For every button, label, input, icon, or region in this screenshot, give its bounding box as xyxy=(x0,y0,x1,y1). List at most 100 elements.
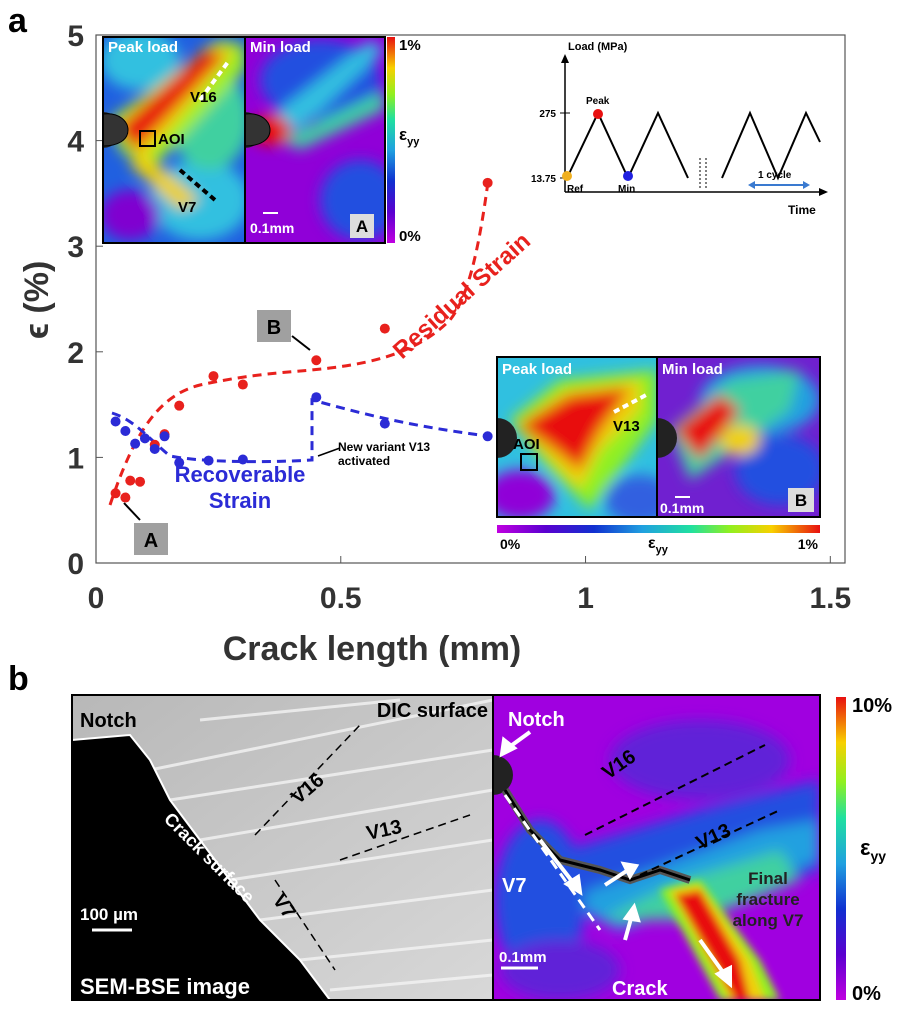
inset-label: AOI xyxy=(513,436,540,453)
image-frame xyxy=(492,694,821,1001)
colorbar-min: 0% xyxy=(852,983,881,1005)
subscript: yy xyxy=(656,544,669,556)
data-point xyxy=(110,416,121,427)
data-point xyxy=(120,492,131,503)
data-point xyxy=(237,379,248,390)
annotation-arrow xyxy=(123,502,141,521)
y-axis-label: ϵ (%) xyxy=(18,261,56,340)
series-label-box: Recoverable Strain xyxy=(174,462,306,513)
schematic-cycle: 1 cycle xyxy=(758,170,792,181)
colorbar xyxy=(836,697,846,1000)
annotation-arrow xyxy=(317,447,341,457)
inset-label: V13 xyxy=(613,418,640,435)
colorbar-min: 0% xyxy=(399,228,421,245)
tag-box xyxy=(788,488,814,512)
inset-title: Peak load xyxy=(108,39,178,56)
inset-frame xyxy=(496,356,821,518)
data-point xyxy=(139,433,150,444)
annotation-arrow xyxy=(291,335,311,351)
sem-image xyxy=(72,695,493,1000)
heatmap xyxy=(497,357,657,517)
load-schematic xyxy=(560,54,828,196)
data-point xyxy=(203,455,214,466)
data-point xyxy=(311,355,322,366)
data-point xyxy=(379,418,390,429)
schematic-y-label: Load (MPa) xyxy=(568,41,628,53)
variant-line xyxy=(178,168,217,202)
data-point xyxy=(130,438,141,449)
schematic-tick: 275 xyxy=(539,109,556,120)
colorbar-max: 1% xyxy=(798,536,819,552)
data-point xyxy=(174,400,185,411)
x-tick-label: 0 xyxy=(88,582,105,615)
tag-box xyxy=(134,523,168,555)
x-axis-label: Crack length (mm) xyxy=(223,630,522,668)
aoi-box xyxy=(139,130,156,147)
heatmap xyxy=(245,37,385,243)
data-point xyxy=(311,392,322,403)
data-point xyxy=(149,443,160,454)
tag-box xyxy=(350,214,374,238)
aoi-box xyxy=(520,453,538,471)
image-caption: SEM-BSE image xyxy=(80,974,250,999)
schematic-point: Peak xyxy=(586,96,610,107)
y-tick-label: 1 xyxy=(67,442,84,475)
y-tick-label: 2 xyxy=(67,337,84,370)
variant-lines xyxy=(254,724,471,971)
variant-line xyxy=(503,794,602,931)
colorbar-label: εyy xyxy=(860,835,886,864)
series-label: Recoverable Strain xyxy=(174,462,306,513)
y-tick-label: 0 xyxy=(67,548,84,581)
series-label: Residual Strain xyxy=(388,227,536,364)
x-tick-label: 0.5 xyxy=(320,582,362,615)
y-tick-label: 5 xyxy=(67,20,84,53)
image-label: Final fracture along V7 xyxy=(732,869,804,930)
colorbar xyxy=(387,37,395,243)
annotation: A xyxy=(144,530,158,552)
data-point xyxy=(135,476,146,487)
subscript: yy xyxy=(870,848,886,864)
y-tick-label: 4 xyxy=(67,126,84,159)
image-label: V7 xyxy=(502,875,526,897)
colorbar xyxy=(497,525,820,533)
panel-label: b xyxy=(8,660,29,698)
symbol: ε xyxy=(399,125,407,144)
colorbar-max: 10% xyxy=(852,695,892,717)
variant-line xyxy=(613,392,649,414)
schematic-x-label: Time xyxy=(788,203,816,217)
image-label: DIC surface xyxy=(377,700,488,722)
tag: B xyxy=(795,491,807,510)
image-label: Crack xyxy=(612,978,668,1000)
arrows xyxy=(499,730,732,989)
scale-bar-label: 100 µm xyxy=(80,905,138,924)
data-point xyxy=(174,457,185,468)
annotation: New variant V13 activated xyxy=(338,440,431,468)
inset-title: Min load xyxy=(662,361,723,378)
data-point xyxy=(482,177,493,188)
data-point xyxy=(237,454,248,465)
inset-title: Peak load xyxy=(502,361,572,378)
annotation: B xyxy=(267,317,281,339)
colorbar-label: εyy xyxy=(648,535,669,556)
subscript: yy xyxy=(407,136,420,148)
plot-frame xyxy=(95,34,846,564)
data-point xyxy=(110,488,121,499)
fit-curve xyxy=(108,181,490,506)
scale-bar-label: 0.1mm xyxy=(499,949,547,966)
data-point xyxy=(482,431,493,442)
data-point xyxy=(379,323,390,334)
tag: A xyxy=(356,217,368,236)
image-label: Notch xyxy=(508,709,565,731)
tag-box xyxy=(257,310,291,342)
scale-bar-label: 0.1mm xyxy=(660,500,704,516)
colorbar-max: 1% xyxy=(399,37,421,54)
data-point xyxy=(125,475,136,486)
variant-lines xyxy=(584,744,781,876)
schematic-point: Ref xyxy=(567,184,584,195)
inset-label: AOI xyxy=(158,131,185,148)
inset-label: V7 xyxy=(178,199,196,216)
inset-label: V16 xyxy=(190,89,217,106)
symbol: ε xyxy=(648,535,656,552)
inset-title: Min load xyxy=(250,39,311,56)
